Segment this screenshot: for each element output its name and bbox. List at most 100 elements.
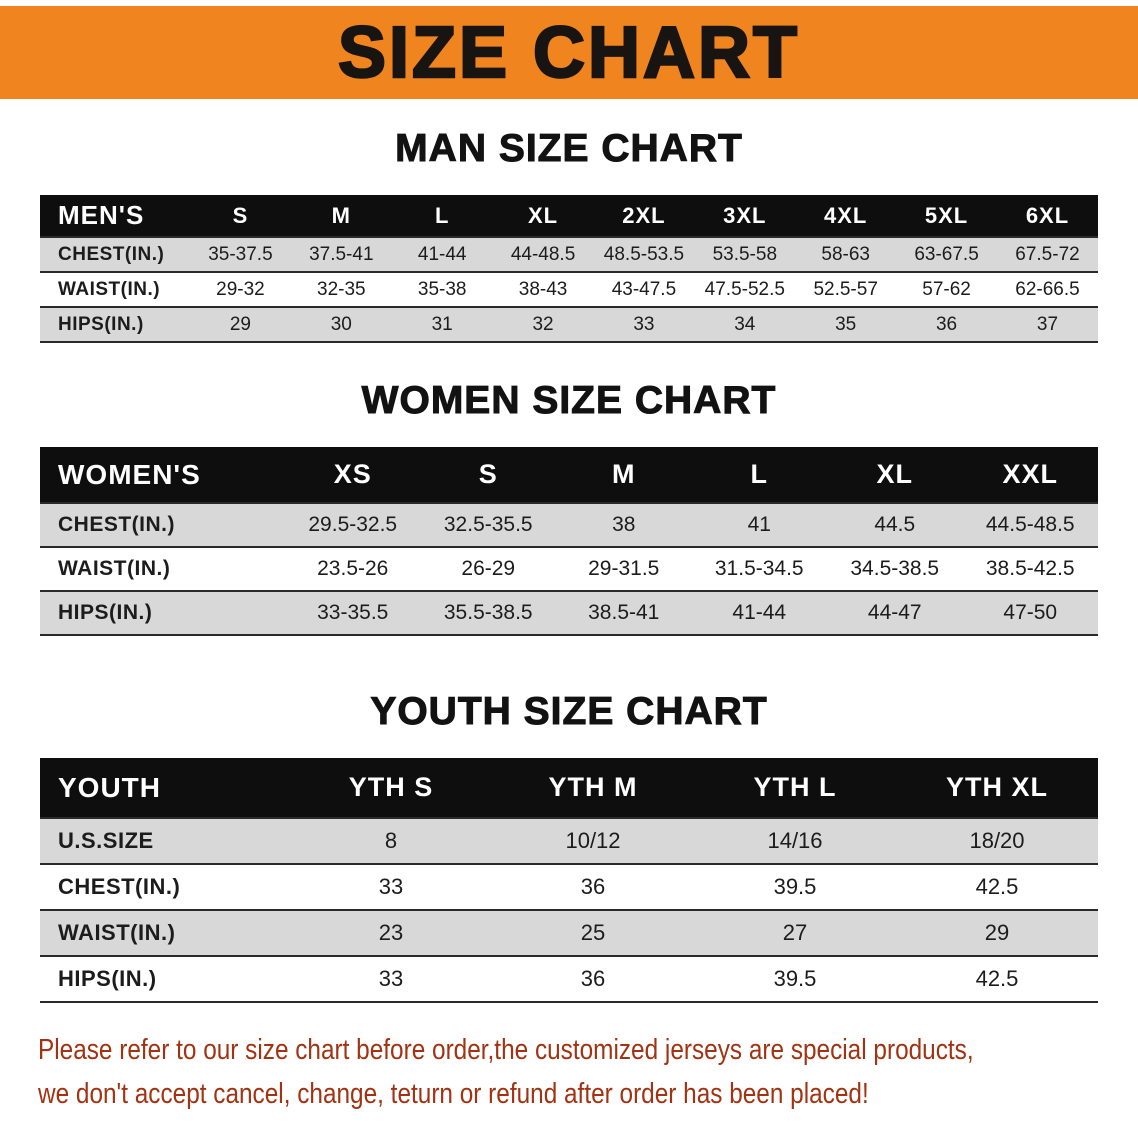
measurement-row: CHEST(IN.) 33 36 39.5 42.5 — [40, 864, 1098, 910]
size-value-cell: 38.5-42.5 — [985, 557, 1075, 580]
size-value-cell: 44-47 — [867, 601, 922, 624]
row-label: HIPS(IN.) — [58, 601, 153, 624]
disclaimer-text: Please refer to our size chart before or… — [38, 1029, 1118, 1116]
size-value-cell: 27 — [782, 920, 808, 945]
size-value-cell: 29-31.5 — [588, 557, 660, 580]
group-header-label: YOUTH — [40, 758, 290, 818]
size-value-cell: 10/12 — [565, 828, 621, 853]
size-value-cell: 37 — [1036, 313, 1059, 335]
banner-title: SIZE CHART — [337, 11, 800, 94]
size-value-cell: 42.5 — [975, 966, 1019, 991]
size-column-header: XXL — [962, 447, 1098, 503]
size-value-cell: 57-62 — [922, 278, 971, 300]
size-column-header: 4XL — [795, 195, 897, 237]
size-value-cell: 41 — [747, 513, 771, 536]
size-value-cell: 35-37.5 — [208, 243, 273, 265]
size-value-cell: 33 — [633, 313, 655, 335]
size-chart-banner: SIZE CHART — [0, 6, 1138, 99]
size-value-cell: 36 — [935, 313, 958, 335]
size-value-cell: 38-43 — [518, 278, 568, 300]
group-header-label: MEN'S — [40, 195, 190, 237]
size-column-header: XL — [827, 447, 963, 503]
size-value-cell: 38 — [612, 513, 636, 536]
size-value-cell: 23.5-26 — [317, 557, 389, 580]
size-column-header: 3XL — [694, 195, 796, 237]
size-column-header: YTH XL — [896, 758, 1098, 818]
youth-header-row: YOUTH YTH S YTH M YTH L YTH XL — [40, 758, 1098, 818]
measurement-row: WAIST(IN.) 23.5-26 26-29 29-31.5 31.5-34.5 34… — [40, 547, 1098, 591]
measurement-row: CHEST(IN.) 29.5-32.5 32.5-35.5 38 41 44.5 44.5… — [40, 503, 1098, 547]
men-header-row: MEN'S S M L XL 2XL 3XL 4XL 5XL 6XL — [40, 195, 1098, 237]
size-value-cell: 29.5-32.5 — [308, 513, 398, 536]
size-value-cell: 31 — [431, 313, 453, 335]
size-column-header: M — [556, 447, 692, 503]
women-size-chart-title: WOMEN SIZE CHART — [361, 379, 777, 423]
size-column-header: M — [290, 195, 392, 237]
measurement-row: WAIST(IN.) 29-32 32-35 35-38 38-43 43-47.5 47.… — [40, 272, 1098, 307]
size-value-cell: 32-35 — [317, 278, 366, 300]
row-label: CHEST(IN.) — [58, 874, 181, 899]
size-value-cell: 67.5-72 — [1015, 243, 1080, 265]
group-header-label: WOMEN'S — [40, 447, 285, 503]
size-value-cell: 39.5 — [773, 874, 817, 899]
size-value-cell: 38.5-41 — [588, 601, 660, 624]
size-value-cell: 52.5-57 — [813, 278, 878, 300]
row-label: WAIST(IN.) — [58, 557, 171, 580]
size-value-cell: 41-44 — [732, 601, 787, 624]
size-column-header: YTH S — [290, 758, 492, 818]
size-value-cell: 42.5 — [975, 874, 1019, 899]
size-column-header: YTH L — [694, 758, 896, 818]
size-value-cell: 29 — [229, 313, 251, 335]
measurement-row: WAIST(IN.) 23 25 27 29 — [40, 910, 1098, 956]
row-label: CHEST(IN.) — [58, 513, 175, 536]
size-value-cell: 33 — [378, 874, 404, 899]
disclaimer-line-2: we don't accept cancel, change, teturn o… — [38, 1077, 869, 1110]
size-value-cell: 36 — [580, 874, 606, 899]
size-value-cell: 30 — [330, 313, 352, 335]
size-value-cell: 58-63 — [821, 243, 870, 265]
size-value-cell: 8 — [384, 828, 398, 853]
size-value-cell: 47-50 — [1003, 601, 1058, 624]
women-header-row: WOMEN'S XS S M L XL XXL — [40, 447, 1098, 503]
women-size-table: WOMEN'S XS S M L XL XXL CHEST(IN.) 29.5-32.5 32.… — [40, 447, 1098, 636]
measurement-row: HIPS(IN.) 29 30 31 32 33 34 35 36 37 — [40, 307, 1098, 342]
measurement-row: CHEST(IN.) 35-37.5 37.5-41 41-44 44-48.5 48.5… — [40, 237, 1098, 272]
size-value-cell: 35 — [835, 313, 857, 335]
youth-table-body: U.S.SIZE 8 10/12 14/16 18/20 CHEST(IN.) 33 36 39… — [40, 818, 1098, 1002]
size-column-header: S — [420, 447, 556, 503]
measurement-row: U.S.SIZE 8 10/12 14/16 18/20 — [40, 818, 1098, 864]
disclaimer-line-1: Please refer to our size chart before or… — [38, 1034, 974, 1066]
men-size-table: MEN'S S M L XL 2XL 3XL 4XL 5XL 6XL CHEST(IN.) 35-3… — [40, 195, 1098, 343]
size-value-cell: 63-67.5 — [914, 243, 979, 265]
size-value-cell: 26-29 — [461, 557, 516, 580]
size-value-cell: 43-47.5 — [611, 278, 677, 300]
size-value-cell: 35-38 — [417, 278, 467, 300]
measurement-row: HIPS(IN.) 33 36 39.5 42.5 — [40, 956, 1098, 1002]
row-label: WAIST(IN.) — [58, 920, 176, 945]
women-table-body: CHEST(IN.) 29.5-32.5 32.5-35.5 38 41 44.5 44.5… — [40, 503, 1098, 635]
size-column-header: YTH M — [492, 758, 694, 818]
size-value-cell: 29-32 — [216, 278, 265, 300]
size-column-header: S — [190, 195, 291, 237]
size-column-header: L — [691, 447, 827, 503]
size-value-cell: 41-44 — [417, 243, 467, 265]
size-value-cell: 44.5-48.5 — [985, 513, 1075, 536]
size-value-cell: 34.5-38.5 — [850, 557, 940, 580]
size-value-cell: 35.5-38.5 — [443, 601, 533, 624]
size-column-header: XS — [285, 447, 421, 503]
youth-size-chart-title: YOUTH SIZE CHART — [370, 690, 768, 734]
size-value-cell: 37.5-41 — [309, 243, 374, 265]
man-size-chart-title: MAN SIZE CHART — [395, 127, 743, 171]
size-value-cell: 14/16 — [767, 828, 823, 853]
size-column-header: XL — [492, 195, 594, 237]
youth-size-table: YOUTH YTH S YTH M YTH L YTH XL U.S.SIZE 8 10/1… — [40, 758, 1098, 1003]
size-value-cell: 33-35.5 — [317, 601, 389, 624]
size-column-header: 6XL — [997, 195, 1098, 237]
size-value-cell: 31.5-34.5 — [714, 557, 804, 580]
row-label: CHEST(IN.) — [58, 243, 165, 265]
size-value-cell: 29 — [984, 920, 1010, 945]
size-column-header: 2XL — [593, 195, 695, 237]
size-value-cell: 34 — [734, 313, 756, 335]
row-label: WAIST(IN.) — [58, 278, 161, 300]
size-value-cell: 33 — [378, 966, 404, 991]
